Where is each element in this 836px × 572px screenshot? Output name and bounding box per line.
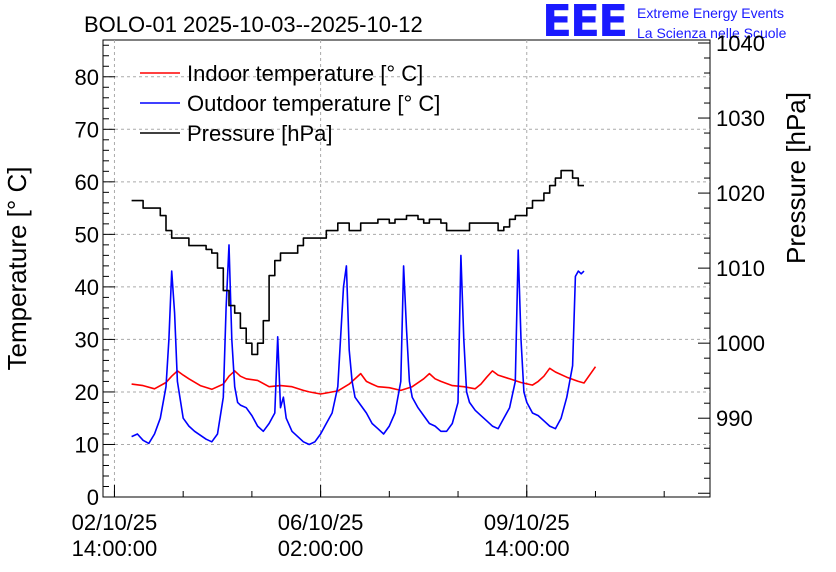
series-line-3 — [131, 169, 584, 356]
y2-tick-label: 1020 — [716, 181, 765, 206]
y-axis-label: Temperature [° C] — [2, 166, 32, 370]
logo-line-2: La Scienza nelle Scuole — [637, 25, 787, 41]
x-tick-label-time: 14:00:00 — [72, 536, 158, 561]
x-tick-label-date: 02/10/25 — [72, 510, 158, 535]
y-tick-label: 30 — [75, 327, 99, 352]
legend-label-1: Indoor temperature [° C] — [187, 61, 423, 86]
y-tick-label: 80 — [75, 65, 99, 90]
y-tick-label: 40 — [75, 275, 99, 300]
y-tick-label: 0 — [87, 485, 99, 510]
legend-label-3: Pressure [hPa] — [187, 121, 333, 146]
y2-tick-label: 1000 — [716, 331, 765, 356]
logo-line-1: Extreme Energy Events — [637, 5, 785, 21]
x-tick-label-date: 09/10/25 — [484, 510, 570, 535]
y-tick-label: 50 — [75, 222, 99, 247]
series-line-2 — [131, 244, 585, 446]
eee-logo: EEE — [542, 0, 628, 47]
y2-tick-label: 990 — [716, 406, 753, 431]
series-line-1 — [131, 366, 597, 395]
y2-tick-label: 1030 — [716, 106, 765, 131]
y-tick-label: 60 — [75, 170, 99, 195]
x-tick-label-time: 14:00:00 — [484, 536, 570, 561]
y2-tick-label: 1010 — [716, 256, 765, 281]
x-tick-label-date: 06/10/25 — [278, 510, 364, 535]
x-tick-label-time: 02:00:00 — [278, 536, 364, 561]
y2-tick-label: 1040 — [716, 31, 765, 56]
chart-title: BOLO-01 2025-10-03--2025-10-12 — [84, 12, 423, 37]
legend-label-2: Outdoor temperature [° C] — [187, 91, 440, 116]
y2-axis-label: Pressure [hPa] — [781, 92, 811, 264]
y-tick-label: 20 — [75, 380, 99, 405]
y-tick-label: 10 — [75, 432, 99, 457]
y-tick-label: 70 — [75, 117, 99, 142]
